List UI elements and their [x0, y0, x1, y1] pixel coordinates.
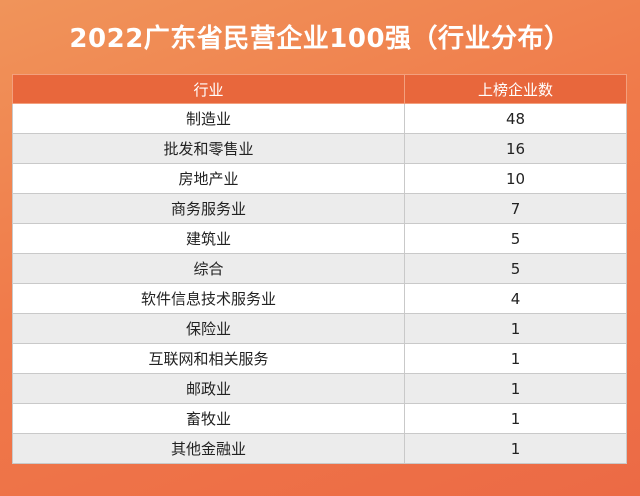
industry-cell: 互联网和相关服务: [12, 343, 405, 374]
industry-cell: 综合: [12, 253, 405, 284]
table-row: 互联网和相关服务 1: [12, 343, 627, 374]
table-row: 制造业 48: [12, 103, 627, 134]
industry-cell: 畜牧业: [12, 403, 405, 434]
count-cell: 1: [404, 373, 627, 404]
count-cell: 48: [404, 103, 627, 134]
count-cell: 16: [404, 133, 627, 164]
header-industry: 行业: [12, 74, 405, 104]
table-row: 其他金融业 1: [12, 433, 627, 464]
table-row: 保险业 1: [12, 313, 627, 344]
industry-cell: 软件信息技术服务业: [12, 283, 405, 314]
table-row: 软件信息技术服务业 4: [12, 283, 627, 314]
table-row: 房地产业 10: [12, 163, 627, 194]
count-cell: 1: [404, 313, 627, 344]
table-row: 畜牧业 1: [12, 403, 627, 434]
count-cell: 5: [404, 253, 627, 284]
header-count: 上榜企业数: [404, 74, 627, 104]
chart-title: 2022广东省民营企业100强（行业分布）: [69, 24, 571, 54]
count-cell: 5: [404, 223, 627, 254]
table-header-row: 行业 上榜企业数: [12, 74, 627, 104]
table-row: 邮政业 1: [12, 373, 627, 404]
count-cell: 4: [404, 283, 627, 314]
count-cell: 7: [404, 193, 627, 224]
industry-cell: 批发和零售业: [12, 133, 405, 164]
count-cell: 10: [404, 163, 627, 194]
count-cell: 1: [404, 403, 627, 434]
industry-table: 行业 上榜企业数 制造业 48 批发和零售业 16 房地产业 10 商务服务业 7 建筑业 5 综合…: [12, 74, 627, 464]
industry-cell: 商务服务业: [12, 193, 405, 224]
count-cell: 1: [404, 433, 627, 464]
industry-cell: 邮政业: [12, 373, 405, 404]
table-row: 建筑业 5: [12, 223, 627, 254]
industry-cell: 建筑业: [12, 223, 405, 254]
industry-cell: 房地产业: [12, 163, 405, 194]
table-row: 批发和零售业 16: [12, 133, 627, 164]
table-body: 制造业 48 批发和零售业 16 房地产业 10 商务服务业 7 建筑业 5 综合 5 软件信息技术服务…: [12, 103, 627, 464]
table-row: 综合 5: [12, 253, 627, 284]
industry-cell: 制造业: [12, 103, 405, 134]
industry-cell: 其他金融业: [12, 433, 405, 464]
table-row: 商务服务业 7: [12, 193, 627, 224]
industry-cell: 保险业: [12, 313, 405, 344]
count-cell: 1: [404, 343, 627, 374]
